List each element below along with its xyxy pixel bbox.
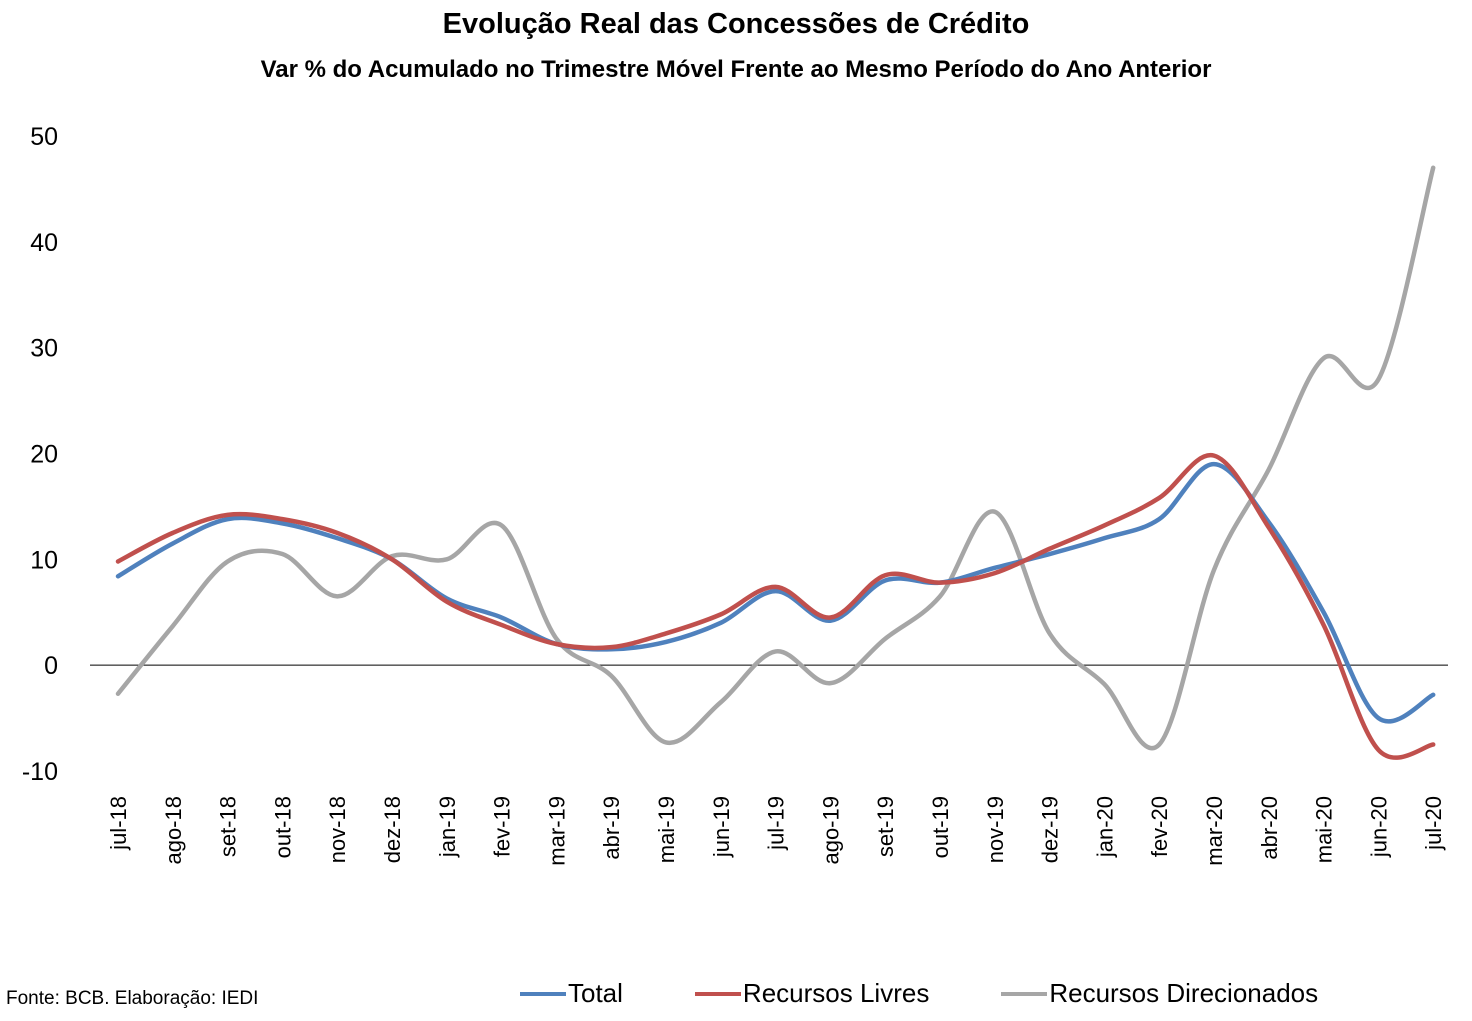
x-axis: jul-18 ago-18 set-18 out-18 nov-18 dez-18 jan-…	[106, 796, 1446, 866]
source-note: Fonte: BCB. Elaboração: IEDI	[6, 988, 259, 1009]
x-tick-label: jan-19	[435, 796, 460, 858]
x-tick-label: out-18	[270, 796, 295, 858]
x-tick-label: jun-20	[1366, 796, 1391, 858]
x-tick-label: set-18	[216, 796, 241, 857]
x-tick-label: out-19	[928, 796, 953, 858]
legend-item-recursos-livres: Recursos Livres	[694, 978, 930, 1009]
series-layer	[115, 165, 1436, 760]
y-tick-label: -10	[22, 758, 58, 786]
y-tick-label: 0	[44, 652, 58, 680]
x-tick-label: dez-19	[1038, 796, 1063, 863]
x-tick-label: mai-19	[654, 796, 679, 863]
legend-label-recursos-direcionados: Recursos Direcionados	[1049, 978, 1319, 1008]
x-tick-label: fev-20	[1147, 796, 1172, 857]
legend-swatch-total	[520, 991, 566, 996]
x-tick-label: jun-19	[709, 796, 734, 858]
x-tick-label: mai-20	[1312, 796, 1337, 863]
y-tick-label: 20	[30, 441, 58, 469]
legend-item-recursos-direcionados: Recursos Direcionados	[1001, 978, 1318, 1009]
chart-subtitle: Var % do Acumulado no Trimestre Móvel Fr…	[260, 56, 1212, 83]
series-line-recursos-direcionados	[115, 165, 1436, 751]
y-tick-label: 40	[30, 229, 58, 257]
x-tick-label: jul-20	[1421, 796, 1446, 851]
x-tick-label: nov-18	[325, 796, 350, 863]
legend-label-recursos-livres: Recursos Livres	[742, 978, 930, 1008]
x-tick-label: nov-19	[983, 796, 1008, 863]
legend-swatch-recursos-livres	[694, 991, 741, 996]
x-tick-label: set-19	[873, 796, 898, 857]
series-line-total	[115, 461, 1436, 724]
x-tick-label: mar-19	[544, 796, 569, 866]
y-tick-label: 30	[30, 335, 58, 363]
legend: Total Recursos Livres Recursos Direciona…	[520, 978, 1390, 1009]
legend-label-total: Total	[568, 978, 623, 1008]
y-tick-label: 50	[30, 123, 58, 151]
x-tick-label: abr-19	[599, 796, 624, 860]
x-tick-label: ago-18	[161, 796, 186, 865]
x-tick-label: jul-18	[106, 796, 131, 851]
x-tick-label: dez-18	[380, 796, 405, 863]
x-tick-label: jul-19	[764, 796, 789, 851]
x-tick-label: jan-20	[1092, 796, 1117, 858]
y-tick-label: 10	[30, 546, 58, 574]
x-tick-label: mar-20	[1202, 796, 1227, 866]
y-axis: 50 40 30 20 10 0 -10	[22, 123, 58, 786]
legend-item-total: Total	[520, 978, 623, 1009]
x-tick-label: abr-20	[1257, 796, 1282, 860]
x-tick-label: fev-19	[490, 796, 515, 857]
series-line-recursos-livres	[115, 453, 1436, 760]
legend-swatch-recursos-direcionados	[1001, 991, 1048, 996]
x-tick-label: ago-19	[818, 796, 843, 865]
chart-title: Evolução Real das Concessões de Crédito	[442, 8, 1030, 40]
